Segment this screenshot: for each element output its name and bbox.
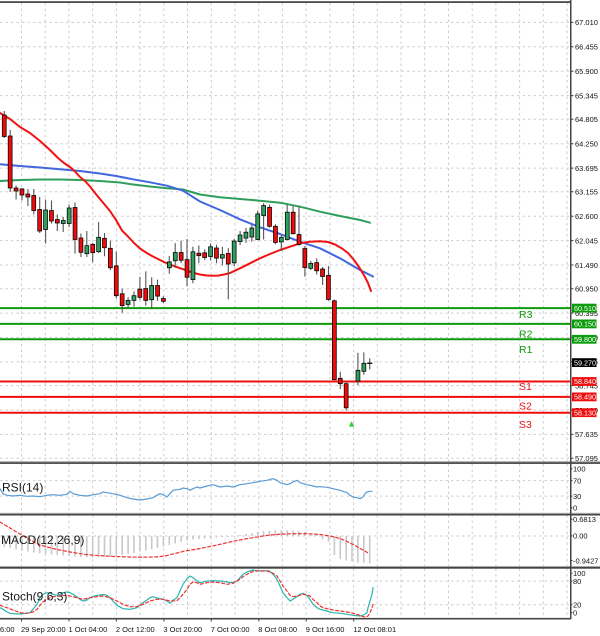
svg-text:2 Oct 12:00: 2 Oct 12:00	[116, 625, 155, 634]
svg-text:57.635: 57.635	[575, 430, 598, 439]
svg-text:Stoch(9,6,3): Stoch(9,6,3)	[2, 590, 67, 604]
svg-text:63.155: 63.155	[575, 188, 598, 197]
svg-text:6:00: 6:00	[0, 625, 15, 634]
svg-text:60.950: 60.950	[575, 285, 598, 294]
svg-text:59.800: 59.800	[574, 335, 596, 344]
svg-text:R1: R1	[519, 344, 533, 356]
svg-text:RSI(14): RSI(14)	[2, 481, 43, 495]
svg-text:70: 70	[573, 476, 581, 485]
svg-text:64.250: 64.250	[575, 140, 598, 149]
svg-text:58.840: 58.840	[574, 377, 596, 386]
svg-text:0: 0	[573, 608, 577, 617]
svg-text:58.130: 58.130	[574, 408, 596, 417]
svg-text:8 Oct 08:00: 8 Oct 08:00	[258, 625, 297, 634]
svg-text:100: 100	[573, 569, 586, 578]
svg-text:67.010: 67.010	[575, 18, 598, 27]
svg-text:59.270: 59.270	[574, 358, 596, 367]
svg-text:7 Oct 00:00: 7 Oct 00:00	[211, 625, 250, 634]
svg-text:60.510: 60.510	[574, 304, 596, 313]
svg-text:30: 30	[573, 492, 581, 501]
svg-text:64.805: 64.805	[575, 115, 598, 124]
svg-text:S1: S1	[519, 381, 532, 393]
svg-text:60.395: 60.395	[575, 309, 598, 318]
svg-text:63.695: 63.695	[575, 164, 598, 173]
svg-text:MACD(12,26,9): MACD(12,26,9)	[1, 533, 84, 547]
svg-text:62.045: 62.045	[575, 236, 598, 245]
svg-text:R3: R3	[519, 309, 533, 321]
svg-text:S2: S2	[519, 400, 532, 412]
svg-text:-0.9427: -0.9427	[573, 556, 598, 565]
svg-text:1 Oct 04:00: 1 Oct 04:00	[69, 625, 108, 634]
svg-text:66.455: 66.455	[575, 43, 598, 52]
svg-text:20: 20	[573, 601, 581, 610]
svg-text:62.600: 62.600	[575, 212, 598, 221]
svg-text:0: 0	[573, 504, 577, 513]
svg-text:65.345: 65.345	[575, 91, 598, 100]
svg-text:9 Oct 16:00: 9 Oct 16:00	[306, 625, 345, 634]
svg-text:60.150: 60.150	[574, 320, 596, 329]
svg-text:R2: R2	[519, 329, 533, 341]
svg-text:S3: S3	[519, 419, 532, 431]
svg-text:100: 100	[573, 465, 586, 474]
svg-text:0.6813: 0.6813	[573, 515, 596, 524]
svg-text:3 Oct 20:00: 3 Oct 20:00	[163, 625, 202, 634]
svg-text:80: 80	[573, 577, 581, 586]
svg-text:29 Sep 20:00: 29 Sep 20:00	[21, 625, 66, 634]
svg-text:12 Oct 08:01: 12 Oct 08:01	[353, 625, 396, 634]
svg-text:61.490: 61.490	[575, 261, 598, 270]
svg-text:57.095: 57.095	[575, 454, 598, 463]
svg-text:0.00: 0.00	[573, 532, 588, 541]
svg-text:58.490: 58.490	[574, 393, 596, 402]
svg-text:65.900: 65.900	[575, 67, 598, 76]
